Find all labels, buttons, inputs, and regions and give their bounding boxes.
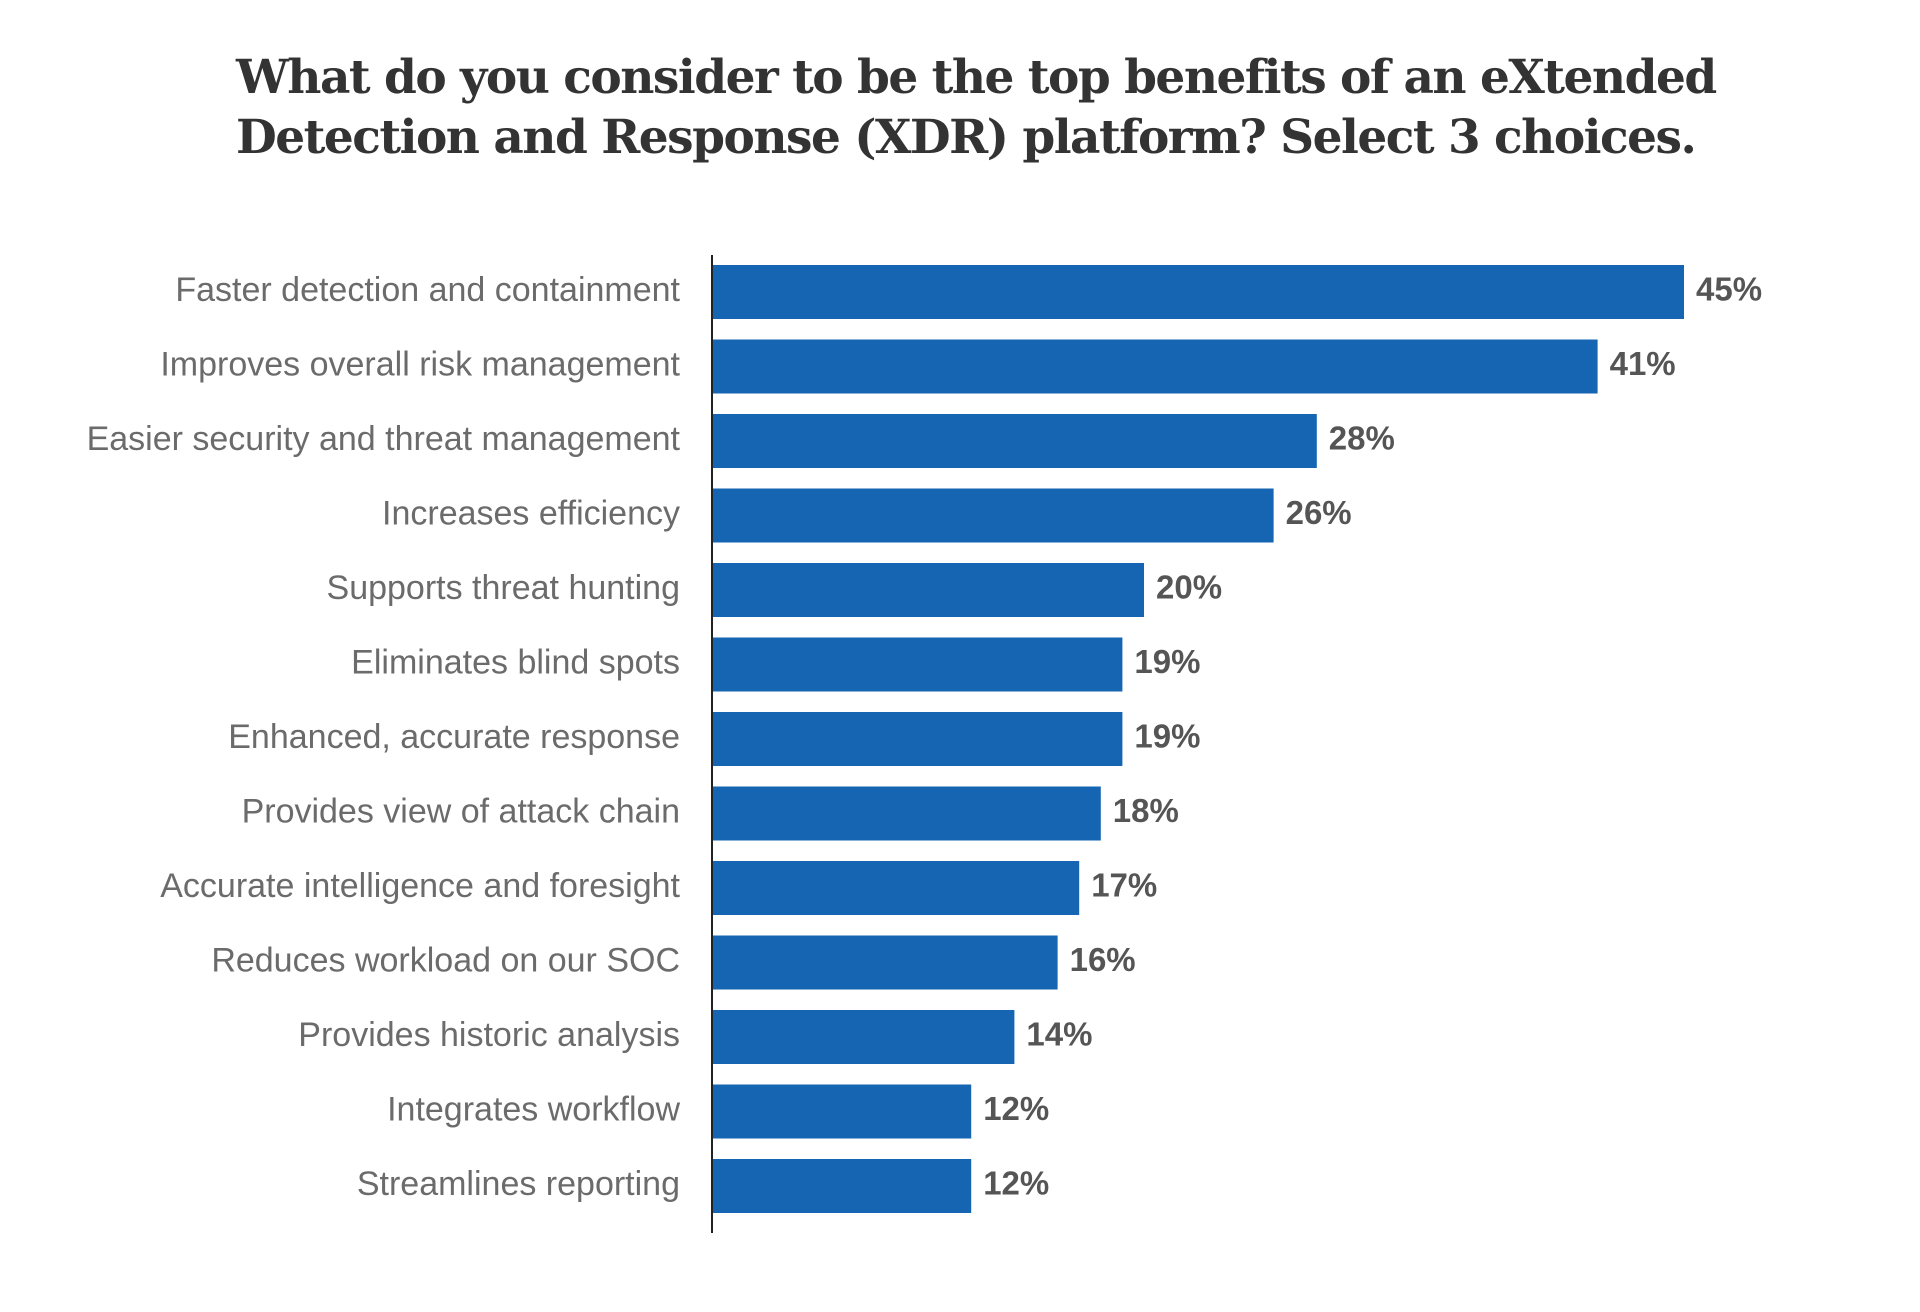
value-label: 20% (1156, 569, 1222, 606)
bar (712, 1159, 972, 1213)
bar (712, 861, 1080, 915)
chart-title: What do you consider to be the top benef… (236, 50, 1717, 165)
category-label: Integrates workflow (387, 1090, 680, 1128)
bar (712, 1084, 972, 1139)
category-label: Supports threat hunting (327, 569, 680, 607)
bar (712, 1010, 1015, 1064)
bar (712, 712, 1123, 766)
category-label: Reduces workload on our SOC (211, 941, 680, 979)
bar (712, 265, 1684, 319)
value-label: 12% (983, 1165, 1049, 1202)
value-labels: 45% 41% 28% 26% 20% 19% 19% 18% 17% 16% 14% 12% 12% (983, 271, 1762, 1202)
category-label: Accurate intelligence and foresight (160, 867, 680, 905)
value-label: 12% (983, 1090, 1049, 1127)
category-label: Improves overall risk management (160, 345, 680, 383)
category-label: Eliminates blind spots (351, 643, 680, 681)
bar (712, 563, 1144, 617)
bars-layer (712, 265, 1684, 1213)
value-label: 45% (1696, 271, 1762, 308)
bar (712, 488, 1274, 543)
value-label: 18% (1113, 792, 1179, 829)
category-labels: Faster detection and containment Improves… (87, 271, 681, 1203)
value-label: 16% (1070, 941, 1136, 978)
value-label: 14% (1026, 1016, 1092, 1053)
bar (712, 786, 1101, 841)
category-label: Streamlines reporting (357, 1165, 680, 1203)
category-label: Easier security and threat management (87, 420, 681, 458)
category-label: Enhanced, accurate response (228, 718, 680, 756)
bar (712, 339, 1598, 394)
value-label: 19% (1134, 718, 1200, 755)
category-label: Increases efficiency (382, 494, 680, 532)
value-label: 28% (1329, 420, 1395, 457)
value-label: 19% (1134, 643, 1200, 680)
value-label: 41% (1610, 345, 1676, 382)
bar (712, 414, 1317, 468)
value-label: 26% (1286, 494, 1352, 531)
bar (712, 637, 1123, 692)
category-label: Provides view of attack chain (242, 792, 680, 830)
bar (712, 935, 1058, 990)
value-label: 17% (1091, 867, 1157, 904)
category-label: Provides historic analysis (298, 1016, 680, 1054)
category-label: Faster detection and containment (175, 271, 680, 309)
